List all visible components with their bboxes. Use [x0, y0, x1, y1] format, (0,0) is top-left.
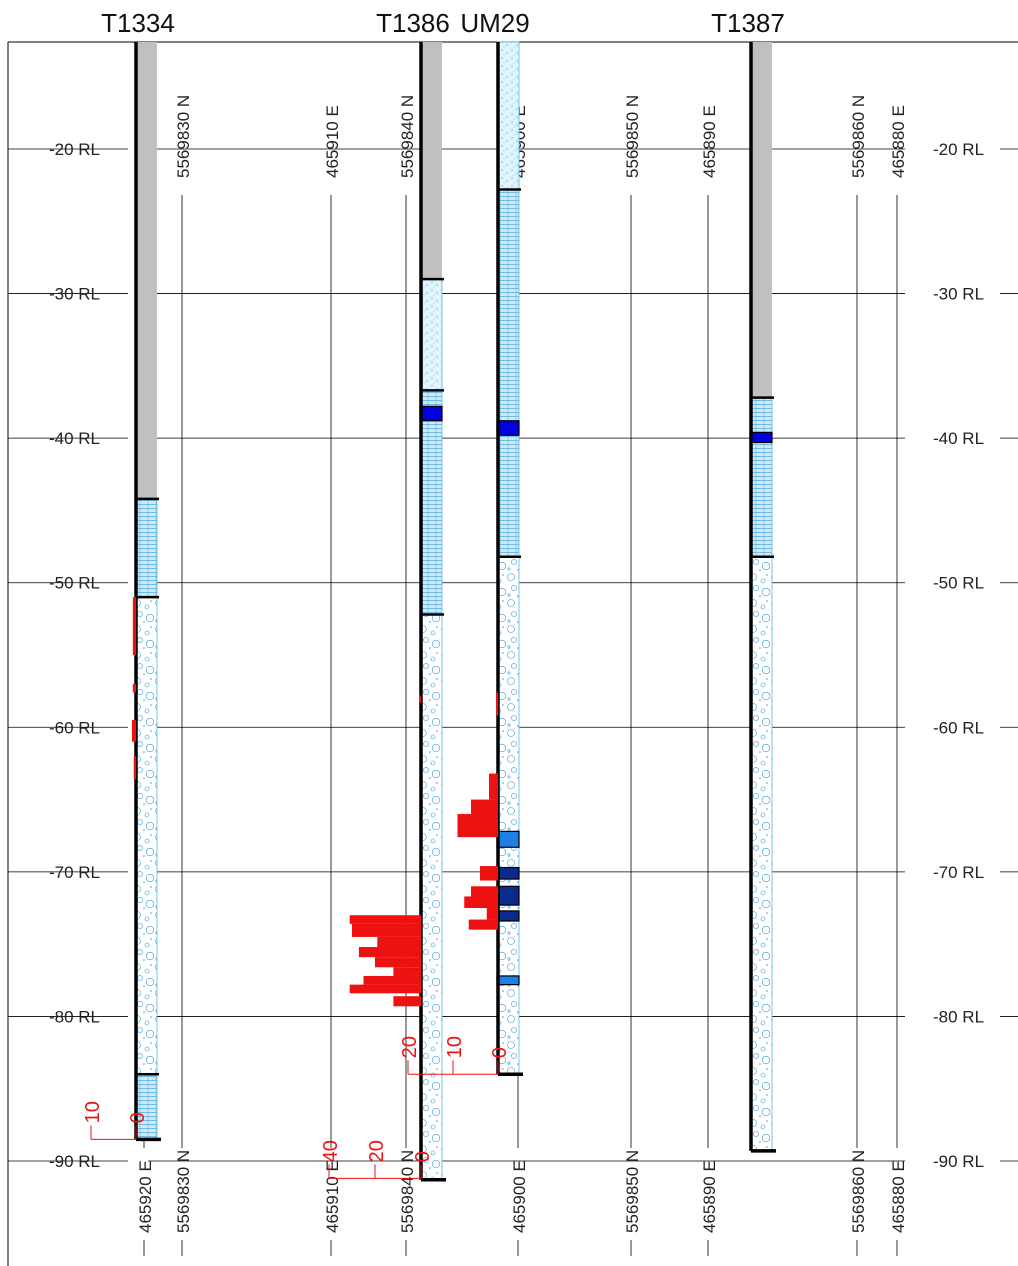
- coord-label-bottom: 5569860 N: [849, 1150, 868, 1233]
- lithology-interval: [419, 614, 443, 1181]
- lithology-interval: [749, 397, 773, 558]
- lithology-interval: [496, 556, 520, 1075]
- coord-label-top: 5569860 N: [849, 95, 868, 178]
- assay-bar: [496, 692, 498, 716]
- assay-bar: [471, 799, 498, 815]
- assay-bar: [133, 756, 136, 780]
- assay-bar: [464, 896, 498, 908]
- assay-bar: [419, 695, 421, 703]
- lithology-interval: [419, 278, 443, 391]
- seam-band: [496, 975, 520, 986]
- rl-label-right: -50 RL: [933, 574, 984, 593]
- assay-bar: [486, 908, 498, 920]
- hole-name: T1334: [101, 8, 175, 38]
- assay-scale-label: 0: [412, 1151, 434, 1162]
- hole-name: T1387: [711, 8, 785, 38]
- assay-bar: [132, 597, 136, 655]
- hole-name: T1386: [376, 8, 450, 38]
- rl-label-right: -20 RL: [933, 140, 984, 159]
- grid-lines: [8, 148, 1018, 1162]
- assay-bar: [375, 957, 421, 968]
- rl-labels: -20 RL -20 RL -30 RL -30 RL -40 RL -40 RL -50 …: [49, 140, 984, 1171]
- assay-bar: [393, 967, 421, 976]
- assay-bar: [489, 773, 498, 800]
- rl-label-right: -70 RL: [933, 863, 984, 882]
- hole-name: UM29: [460, 8, 529, 38]
- seam-band: [749, 431, 773, 444]
- assay-bar: [349, 984, 421, 994]
- coord-label-bottom: 465920 E: [136, 1160, 155, 1233]
- drillhole-t1387: T1387: [711, 8, 785, 1153]
- drillholes: 10 0 T1334 40 20 0 T1386 20 10 0 UM29 T1387: [82, 8, 785, 1182]
- lithology-interval: [134, 498, 158, 598]
- assay-bar: [457, 814, 498, 838]
- rl-label-left: -80 RL: [49, 1007, 100, 1026]
- coord-label-top: 465890 E: [700, 105, 719, 178]
- lithology-interval: [134, 1073, 158, 1140]
- coord-label-bottom: 465900 E: [510, 1160, 529, 1233]
- rl-label-left: -20 RL: [49, 140, 100, 159]
- lithology-interval: [419, 390, 443, 615]
- lithology-interval: [420, 42, 442, 280]
- coord-label-bottom: 465910 E: [323, 1160, 342, 1233]
- coord-label-top: 465910 E: [323, 105, 342, 178]
- assay-scale-label: 0: [489, 1047, 511, 1058]
- rl-label-left: -30 RL: [49, 285, 100, 304]
- lithology-interval: [496, 189, 520, 558]
- coord-label-bottom: 5569850 N: [623, 1150, 642, 1233]
- seam-band: [496, 866, 520, 880]
- assay-bar: [131, 720, 136, 742]
- rl-label-right: -60 RL: [933, 718, 984, 737]
- assay-scale-label: 0: [127, 1112, 149, 1123]
- assay-bar: [377, 936, 421, 948]
- assay-bar: [352, 923, 421, 937]
- assay-scale-label: 20: [366, 1140, 388, 1162]
- rl-label-left: -70 RL: [49, 863, 100, 882]
- coord-label-top: 5569830 N: [174, 95, 193, 178]
- assay-scale-label: 10: [82, 1101, 104, 1123]
- seam-band: [496, 910, 520, 922]
- assay-bar: [132, 683, 136, 693]
- assay-bar: [393, 996, 421, 1007]
- assay-bar: [358, 947, 421, 958]
- rl-label-left: -40 RL: [49, 429, 100, 448]
- coord-label-top: 465880 E: [889, 105, 908, 178]
- lithology-interval: [750, 42, 772, 398]
- coord-label-bottom: 5569840 N: [398, 1150, 417, 1233]
- rl-label-left: -90 RL: [49, 1152, 100, 1171]
- coordinate-lines: 465920 E 5569830 N 5569830 N 465910 E 465910…: [136, 95, 908, 1256]
- coord-label-bottom: 5569830 N: [174, 1150, 193, 1233]
- assay-scale-label: 10: [444, 1036, 466, 1058]
- seam-band: [496, 830, 520, 848]
- rl-label-right: -30 RL: [933, 285, 984, 304]
- seam-band: [496, 885, 520, 906]
- lithology-interval: [749, 556, 773, 1152]
- rl-label-left: -50 RL: [49, 574, 100, 593]
- assay-scale-label: 40: [320, 1140, 342, 1162]
- lithology-interval: [134, 596, 158, 1075]
- rl-label-right: -40 RL: [933, 429, 984, 448]
- drillhole-t1386: 40 20 0 T1386: [320, 8, 450, 1182]
- rl-label-left: -60 RL: [49, 718, 100, 737]
- lithology-interval: [135, 42, 157, 499]
- lithology-interval: [496, 41, 520, 190]
- assay-bar: [363, 975, 421, 985]
- drillhole-um29: 20 10 0 UM29: [399, 8, 530, 1077]
- assay-bar: [480, 866, 498, 881]
- coord-label-bottom: 465890 E: [700, 1160, 719, 1233]
- drillhole-t1334: 10 0 T1334: [82, 8, 175, 1142]
- seam-band: [496, 420, 520, 436]
- assay-bar: [468, 919, 498, 930]
- coord-label-top: 5569850 N: [623, 95, 642, 178]
- coord-label-bottom: 465880 E: [889, 1160, 908, 1233]
- rl-label-right: -90 RL: [933, 1152, 984, 1171]
- rl-label-right: -80 RL: [933, 1007, 984, 1026]
- assay-bar: [349, 915, 421, 924]
- seam-band: [419, 405, 443, 422]
- assay-scale-label: 20: [399, 1036, 421, 1058]
- coord-label-top: 5569840 N: [398, 95, 417, 178]
